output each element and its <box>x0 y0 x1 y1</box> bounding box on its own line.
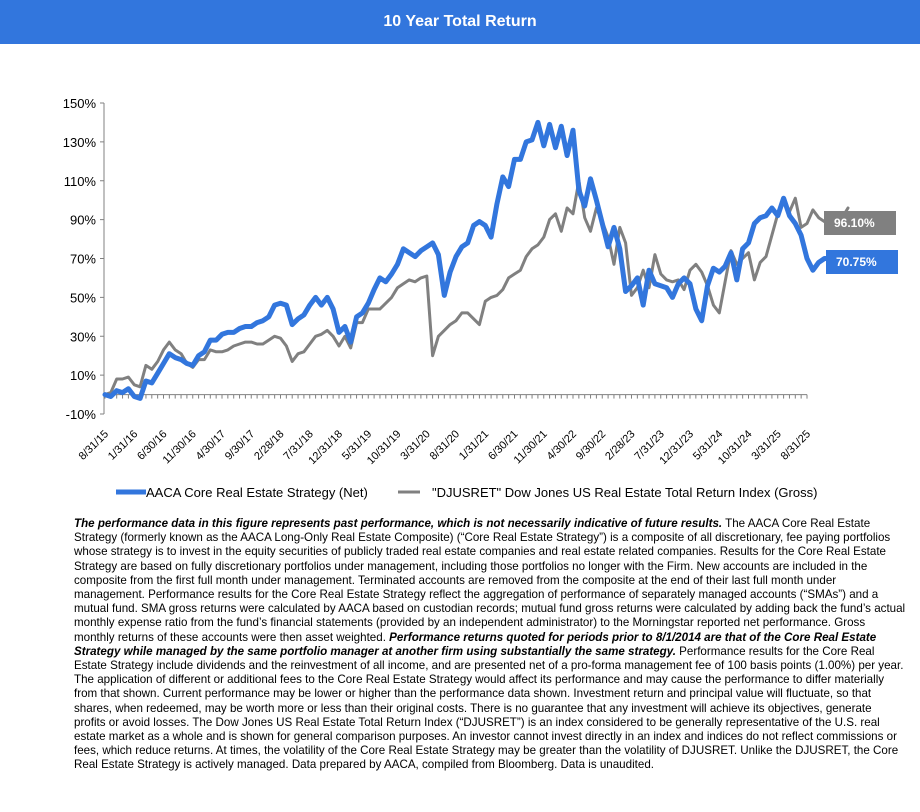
x-tick-label: 4/30/17 <box>194 428 228 462</box>
disclosure-footnote: The performance data in this figure repr… <box>74 517 906 773</box>
legend-label-strategy: AACA Core Real Estate Strategy (Net) <box>146 485 368 500</box>
line-chart: -10%10%30%50%70%90%110%130%150% 8/31/151… <box>63 96 898 500</box>
y-tick-label: 150% <box>63 96 97 111</box>
chart-title: 10 Year Total Return <box>383 13 537 30</box>
disclosure-bold-2: Performance returns quoted for periods p… <box>74 630 877 658</box>
x-tick-label: 8/31/20 <box>428 428 462 462</box>
y-tick-label: 130% <box>63 135 97 150</box>
series-line-strategy <box>102 119 839 401</box>
series-layer <box>102 119 850 401</box>
y-tick-label: -10% <box>66 407 97 422</box>
disclosure-text-2: Performance results for the Core Real Es… <box>74 644 904 772</box>
x-tick-label: 2/28/18 <box>252 428 286 462</box>
y-tick-label: 30% <box>70 329 96 344</box>
series-line-index <box>103 179 850 397</box>
x-tick-label: 8/31/25 <box>779 428 813 462</box>
legend: AACA Core Real Estate Strategy (Net) "DJ… <box>116 485 817 500</box>
x-tick-label: 3/31/20 <box>398 428 432 462</box>
end-label-strategy-box <box>826 250 898 274</box>
end-label-index-box <box>824 211 896 235</box>
x-tick-label: 4/30/22 <box>545 428 579 462</box>
x-tick-label: 9/30/17 <box>223 428 257 462</box>
disclosure-text-1: The AACA Core Real Estate Strategy (form… <box>74 517 906 644</box>
y-tick-label: 110% <box>64 174 97 189</box>
x-tick-label: 1/31/16 <box>106 428 140 462</box>
y-axis: -10% 10% 30% 50% 70% 90% 110% 130% 150% <box>63 96 105 422</box>
end-labels: 96.10% 70.75% <box>824 211 898 274</box>
x-tick-label: 3/31/25 <box>749 428 783 462</box>
x-tick-label: 1/31/21 <box>457 428 491 462</box>
x-tick-label: 2/28/23 <box>603 428 637 462</box>
y-tick-label: 10% <box>70 368 96 383</box>
disclosure-bold-1: The performance data in this figure repr… <box>74 517 723 530</box>
legend-label-index: "DJUSRET" Dow Jones US Real Estate Total… <box>432 485 817 500</box>
title-bar: 10 Year Total Return <box>0 0 920 44</box>
x-tick-label: 9/30/22 <box>574 428 608 462</box>
y-tick-label: 50% <box>70 290 96 305</box>
end-label-index: 96.10% <box>834 216 875 230</box>
x-axis: 8/31/151/31/166/30/1611/30/164/30/179/30… <box>77 394 813 467</box>
x-tick-label: 8/31/15 <box>77 428 111 462</box>
y-tick-label: 90% <box>70 213 96 228</box>
end-label-strategy: 70.75% <box>836 255 877 269</box>
y-tick-label: 70% <box>70 252 96 267</box>
